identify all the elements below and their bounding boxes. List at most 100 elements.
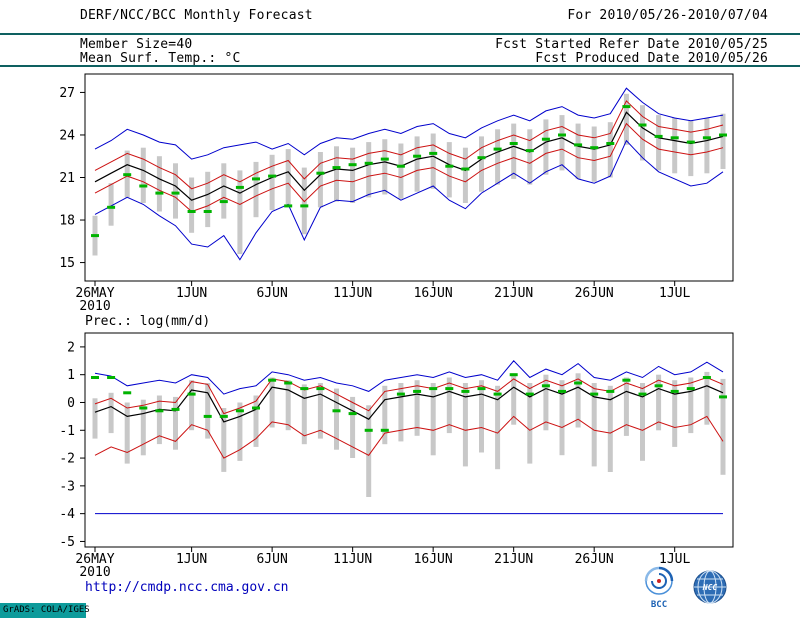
y-tick-label: -1: [59, 424, 75, 439]
observation-marker: [203, 210, 212, 213]
observation-marker: [654, 384, 663, 388]
header-divider-top: [0, 33, 800, 35]
member-spread-bar: [640, 383, 645, 461]
member-spread-bar: [301, 384, 307, 445]
member-spread-bar: [430, 383, 436, 456]
observation-marker: [348, 163, 357, 167]
observation-marker: [719, 395, 727, 399]
observation-marker: [493, 147, 502, 151]
member-spread-bar: [462, 383, 468, 467]
member-spread-bar: [140, 399, 146, 456]
member-spread-bar: [221, 163, 227, 219]
member-spread-bar: [205, 171, 211, 228]
bcc-logo: BCC: [644, 566, 674, 610]
observation-marker: [606, 389, 615, 393]
observation-marker: [590, 146, 599, 150]
observation-marker: [252, 177, 260, 181]
member-spread-bar: [173, 396, 178, 450]
y-tick-label: 27: [59, 86, 75, 101]
member-spread-bar: [334, 388, 339, 450]
member-spread-bar: [607, 385, 613, 472]
y-tick-label: 18: [59, 214, 75, 229]
x-tick-label: 26MAY: [75, 552, 114, 567]
member-spread-bar: [479, 136, 484, 192]
member-spread-bar: [704, 118, 710, 174]
x-tick-label: 26JUN: [575, 286, 614, 301]
ensemble-min-line: [94, 139, 724, 261]
member-spread-bar: [382, 385, 388, 445]
observation-marker: [235, 409, 244, 413]
forecast-range-label: For 2010/05/26-2010/07/04: [567, 8, 768, 23]
report-title: DERF/NCC/BCC Monthly Forecast: [80, 8, 313, 23]
member-spread-bar: [446, 142, 452, 198]
x-tick-label: 21JUN: [494, 552, 533, 567]
fcst-produced-date-label: Fcst Produced Date 2010/05/26: [535, 51, 768, 66]
observation-marker: [300, 204, 309, 208]
member-spread-bar: [253, 395, 259, 447]
observation-marker: [107, 376, 116, 379]
observation-marker: [622, 105, 631, 109]
observation-marker: [171, 407, 180, 411]
member-spread-bar: [317, 383, 323, 439]
website-link[interactable]: http://cmdp.ncc.cma.gov.cn: [85, 580, 289, 595]
x-tick-label: 1JUN: [176, 286, 207, 301]
member-spread-bar: [688, 120, 694, 177]
observation-marker: [300, 387, 309, 391]
member-spread-bar: [108, 392, 114, 434]
member-spread-bar: [237, 402, 243, 461]
ncc-logo-label: NCC: [702, 583, 718, 592]
member-spread-bar: [575, 373, 581, 428]
observation-marker: [203, 414, 212, 418]
observation-marker: [268, 174, 277, 178]
member-size-label: Member Size=40: [80, 37, 193, 52]
bcc-logo-swirl-light: [644, 566, 660, 582]
y-tick-label: 15: [59, 256, 75, 271]
observation-marker: [670, 136, 679, 140]
member-spread-bar: [366, 142, 372, 198]
observation-marker: [541, 137, 550, 141]
member-spread-bar: [446, 377, 452, 434]
member-spread-bar: [382, 139, 388, 195]
member-spread-bar: [672, 118, 678, 174]
observation-marker: [477, 387, 486, 391]
member-spread-bar: [92, 398, 98, 439]
member-spread-bar: [189, 177, 195, 233]
member-spread-bar: [527, 129, 533, 185]
member-spread-bar: [575, 123, 581, 179]
observation-marker: [123, 173, 132, 177]
x-tick-label: 16JUN: [414, 552, 453, 567]
member-spread-bar: [317, 152, 323, 208]
member-spread-bar: [688, 377, 694, 434]
observation-marker: [284, 204, 293, 208]
observation-marker: [574, 381, 583, 385]
observation-marker: [719, 133, 727, 137]
member-spread-bar: [704, 371, 710, 425]
precipitation-chart-title: Prec.: log(mm/d): [85, 314, 211, 329]
member-spread-bar: [511, 123, 517, 179]
observation-marker: [670, 389, 679, 393]
member-spread-bar: [398, 143, 404, 199]
member-spread-bar: [205, 383, 211, 439]
member-spread-bar: [607, 122, 613, 178]
x-tick-label: 16JUN: [414, 286, 453, 301]
y-tick-label: 0: [67, 396, 75, 411]
y-tick-label: -3: [59, 479, 75, 494]
observation-marker: [686, 140, 695, 144]
member-spread-bar: [495, 129, 501, 185]
member-spread-bar: [623, 377, 629, 436]
member-spread-bar: [672, 380, 678, 447]
member-spread-bar: [189, 380, 195, 431]
member-spread-bar: [285, 149, 291, 205]
x-tick-label: 1JUN: [176, 552, 207, 567]
member-spread-bar: [156, 395, 162, 445]
observation-marker: [606, 142, 615, 145]
member-spread-bar: [414, 136, 420, 192]
y-tick-label: -4: [59, 507, 75, 522]
y-tick-label: 2: [67, 340, 75, 355]
observation-marker: [268, 378, 277, 382]
x-axis-year-label: 2010: [79, 565, 110, 580]
member-spread-bar: [156, 156, 162, 212]
plus-sigma-line: [94, 376, 724, 415]
observation-marker: [316, 171, 325, 175]
